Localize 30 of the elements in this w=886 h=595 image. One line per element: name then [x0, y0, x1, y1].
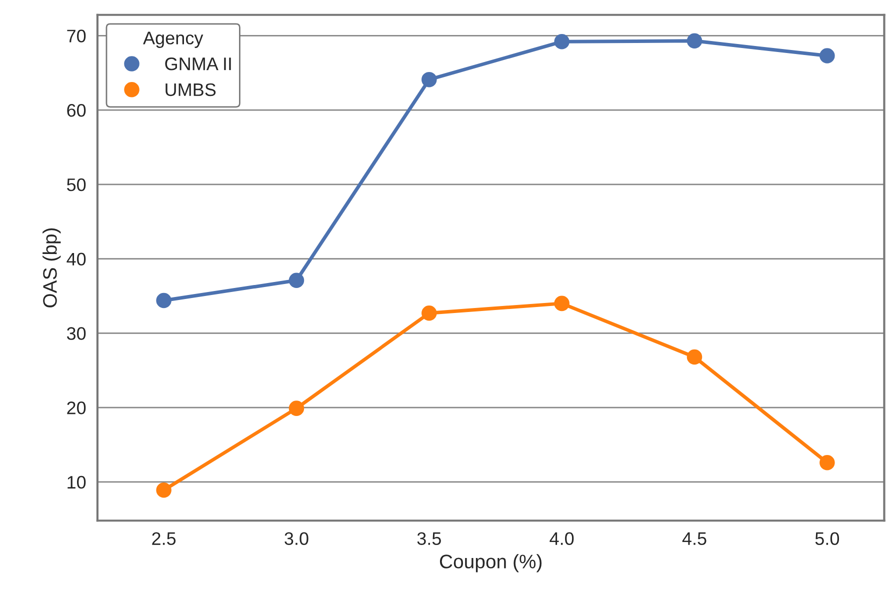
y-tick-label: 20	[67, 402, 86, 414]
point	[288, 272, 304, 288]
x-tick-label: 4.0	[550, 532, 574, 545]
point	[156, 482, 172, 498]
y-tick-label: 70	[67, 30, 86, 42]
legend-label: GNMA II	[165, 57, 231, 70]
point	[820, 48, 835, 64]
x-tick-label: 5.0	[815, 532, 840, 545]
y-tick-label: 10	[68, 476, 86, 489]
point	[820, 454, 835, 470]
x-axis-title: Coupon (%)	[440, 554, 542, 572]
y-tick-label: 60	[67, 104, 86, 117]
point	[422, 305, 437, 321]
y-tick-label: 50	[66, 178, 86, 192]
point	[554, 34, 570, 50]
legend-title: Agency	[143, 32, 204, 48]
x-tick-label: 3.5	[417, 532, 441, 545]
point	[156, 292, 172, 308]
y-axis-title: OAS (bp)	[42, 228, 61, 308]
x-tick-label: 2.5	[152, 532, 176, 545]
point	[554, 296, 570, 312]
y-tick-label: 40	[66, 252, 86, 266]
point	[686, 33, 702, 49]
x-tick-label: 3.0	[284, 532, 308, 545]
y-tick-label: 30	[66, 327, 86, 340]
x-tick-label: 4.5	[682, 532, 706, 545]
legend-label: UMBS	[166, 83, 216, 96]
point	[288, 400, 304, 416]
point	[422, 72, 437, 88]
point	[686, 349, 702, 365]
